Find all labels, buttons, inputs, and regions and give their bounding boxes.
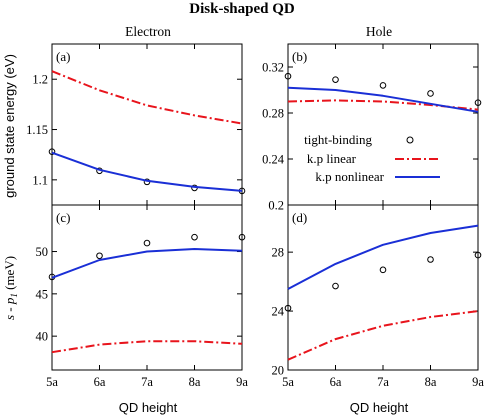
y-tick-label-3-1: 24 bbox=[272, 305, 285, 319]
legend-label-kp-linear: k.p linear bbox=[307, 151, 357, 166]
x-tick-label-3-1: 6a bbox=[330, 375, 342, 389]
panel-1: 0.2 0.24 0.28 0.32 (b) bbox=[262, 43, 482, 213]
x-tick-label-2-4: 9a bbox=[236, 375, 248, 389]
kp-linear-line-1 bbox=[287, 99, 479, 111]
kp-nonlinear-line-1 bbox=[287, 86, 479, 113]
y-tick-label-3-0: 20 bbox=[272, 364, 285, 378]
y-axis-label-splitting-prefix: s - p bbox=[2, 297, 17, 320]
panel-frame-2 bbox=[51, 204, 243, 371]
tb-marker-3-4 bbox=[474, 251, 482, 259]
y-tick-label-2-1: 45 bbox=[36, 287, 49, 301]
tb-marker-3-0 bbox=[284, 304, 292, 312]
y-tick-label-1-0: 0.2 bbox=[268, 199, 284, 213]
tb-marker-2-1 bbox=[96, 252, 103, 260]
y-axis-label-splitting-suffix: (meV) bbox=[2, 256, 17, 293]
legend: tight-binding k.p linear k.p nonlinear bbox=[304, 132, 440, 184]
x-tick-label-2-2: 7a bbox=[141, 375, 153, 389]
tb-marker-1-0 bbox=[284, 72, 292, 80]
x-axis-label-hole: QD height bbox=[350, 400, 409, 415]
kp-nonlinear-line-2 bbox=[51, 248, 243, 279]
tb-marker-3-3 bbox=[427, 256, 434, 263]
panel-3: 20 24 28 5a 6a 7a 8a 9a (d) bbox=[272, 204, 484, 389]
kp-nonlinear-line-3 bbox=[287, 224, 479, 290]
kp-linear-line-0 bbox=[51, 70, 243, 125]
y-tick-label-0-1: 1.15 bbox=[26, 123, 48, 137]
panel-label-3: (d) bbox=[292, 210, 307, 225]
tb-marker-1-1 bbox=[332, 76, 339, 83]
legend-marker-tight-binding bbox=[406, 136, 414, 144]
legend-label-kp-nonlinear: k.p nonlinear bbox=[315, 169, 384, 184]
panel-label-0: (a) bbox=[56, 49, 70, 64]
y-tick-label-3-2: 28 bbox=[272, 246, 285, 260]
tb-marker-2-3 bbox=[191, 233, 198, 241]
tb-marker-3-1 bbox=[332, 282, 339, 290]
tb-marker-2-4 bbox=[238, 233, 246, 241]
x-tick-label-3-4: 9a bbox=[472, 375, 484, 389]
panel-0: 1.1 1.15 1.2 (a) bbox=[26, 43, 246, 206]
tb-marker-1-2 bbox=[379, 82, 387, 89]
panel-label-1: (b) bbox=[292, 49, 307, 64]
y-axis-label-splitting-sub: 1 bbox=[9, 293, 19, 298]
panel-2: 40 45 50 5a 6a 7a 8a 9a (c) bbox=[36, 204, 248, 389]
kp-linear-line-3 bbox=[287, 310, 479, 361]
x-tick-label-3-0: 5a bbox=[282, 375, 294, 389]
x-axis-label-electron: QD height bbox=[119, 400, 178, 415]
y-axis-label-energy: ground state energy (eV) bbox=[2, 54, 17, 198]
column-title-electron: Electron bbox=[125, 24, 171, 39]
tb-marker-2-2 bbox=[143, 239, 151, 247]
legend-label-tight-binding: tight-binding bbox=[304, 132, 372, 147]
x-tick-label-2-0: 5a bbox=[46, 375, 58, 389]
tb-marker-3-2 bbox=[379, 266, 387, 274]
y-tick-label-2-2: 50 bbox=[36, 245, 49, 259]
column-title-hole: Hole bbox=[366, 24, 392, 39]
kp-linear-line-2 bbox=[51, 340, 243, 354]
y-tick-label-1-1: 0.24 bbox=[262, 153, 285, 167]
x-tick-label-2-1: 6a bbox=[94, 375, 106, 389]
y-tick-label-1-2: 0.28 bbox=[262, 107, 284, 121]
y-tick-label-0-2: 1.2 bbox=[32, 73, 48, 87]
y-tick-label-0-0: 1.1 bbox=[32, 173, 48, 187]
x-tick-label-2-3: 8a bbox=[189, 375, 201, 389]
tb-marker-1-3 bbox=[427, 90, 434, 97]
tb-marker-0-0 bbox=[48, 148, 56, 155]
plot-area: 1.1 1.15 1.2 (a) 0.2 0.24 0.28 0.32 (b) 40 45 50 5a 6… bbox=[26, 43, 484, 389]
y-axis-label-splitting: s - p1 (meV) bbox=[2, 256, 19, 320]
x-tick-label-3-2: 7a bbox=[377, 375, 389, 389]
y-tick-label-1-3: 0.32 bbox=[262, 61, 284, 75]
kp-nonlinear-line-0 bbox=[51, 151, 243, 192]
figure-title: Disk-shaped QD bbox=[189, 1, 295, 17]
x-tick-label-3-3: 8a bbox=[425, 375, 437, 389]
panel-label-2: (c) bbox=[56, 210, 70, 225]
y-tick-label-2-0: 40 bbox=[36, 330, 49, 344]
tb-marker-1-4 bbox=[474, 99, 482, 106]
